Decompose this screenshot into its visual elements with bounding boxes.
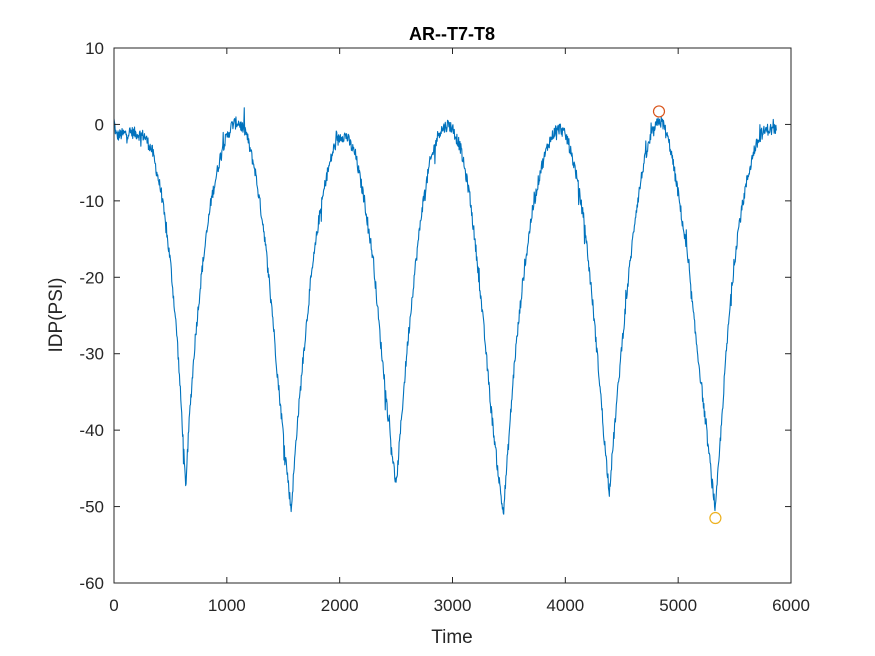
- x-tick-label: 5000: [659, 596, 697, 615]
- y-tick-label: -40: [79, 421, 104, 440]
- x-tick-label: 6000: [772, 596, 810, 615]
- x-tick-label: 2000: [321, 596, 359, 615]
- x-tick-label: 3000: [434, 596, 472, 615]
- x-tick-label: 4000: [546, 596, 584, 615]
- y-axis-label: IDP(PSI): [46, 278, 67, 353]
- y-tick-label: -20: [79, 268, 104, 287]
- chart-title: AR--T7-T8: [409, 24, 495, 44]
- y-tick-label: -30: [79, 345, 104, 364]
- marker-point: [709, 511, 722, 525]
- x-axis: 0 1000 2000 3000 4000 5000 6000: [109, 48, 810, 615]
- y-tick-label: -50: [79, 498, 104, 517]
- marker-point: [652, 105, 666, 118]
- y-tick-label: 10: [85, 39, 104, 58]
- series-line: [113, 107, 777, 515]
- plot-area: [113, 105, 777, 525]
- y-tick-label: -60: [79, 574, 104, 593]
- y-tick-label: 0: [95, 115, 104, 134]
- x-tick-label: 0: [109, 596, 118, 615]
- x-axis-label: Time: [431, 627, 473, 648]
- x-tick-label: 1000: [208, 596, 246, 615]
- y-axis: 10 0 -10 -20 -30 -40 -50 -60: [79, 39, 791, 593]
- y-tick-label: -10: [79, 192, 104, 211]
